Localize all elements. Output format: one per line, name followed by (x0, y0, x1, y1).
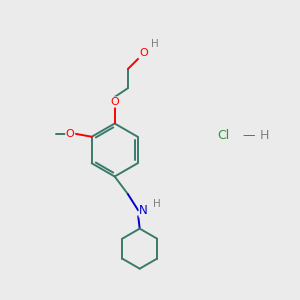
Text: N: N (139, 204, 148, 217)
Text: O: O (66, 129, 75, 139)
Text: —: — (242, 129, 255, 142)
Text: O: O (110, 97, 119, 107)
Text: O: O (139, 48, 148, 59)
Text: Cl: Cl (218, 129, 230, 142)
Text: H: H (151, 39, 158, 49)
Text: H: H (154, 200, 161, 209)
Text: H: H (260, 129, 269, 142)
